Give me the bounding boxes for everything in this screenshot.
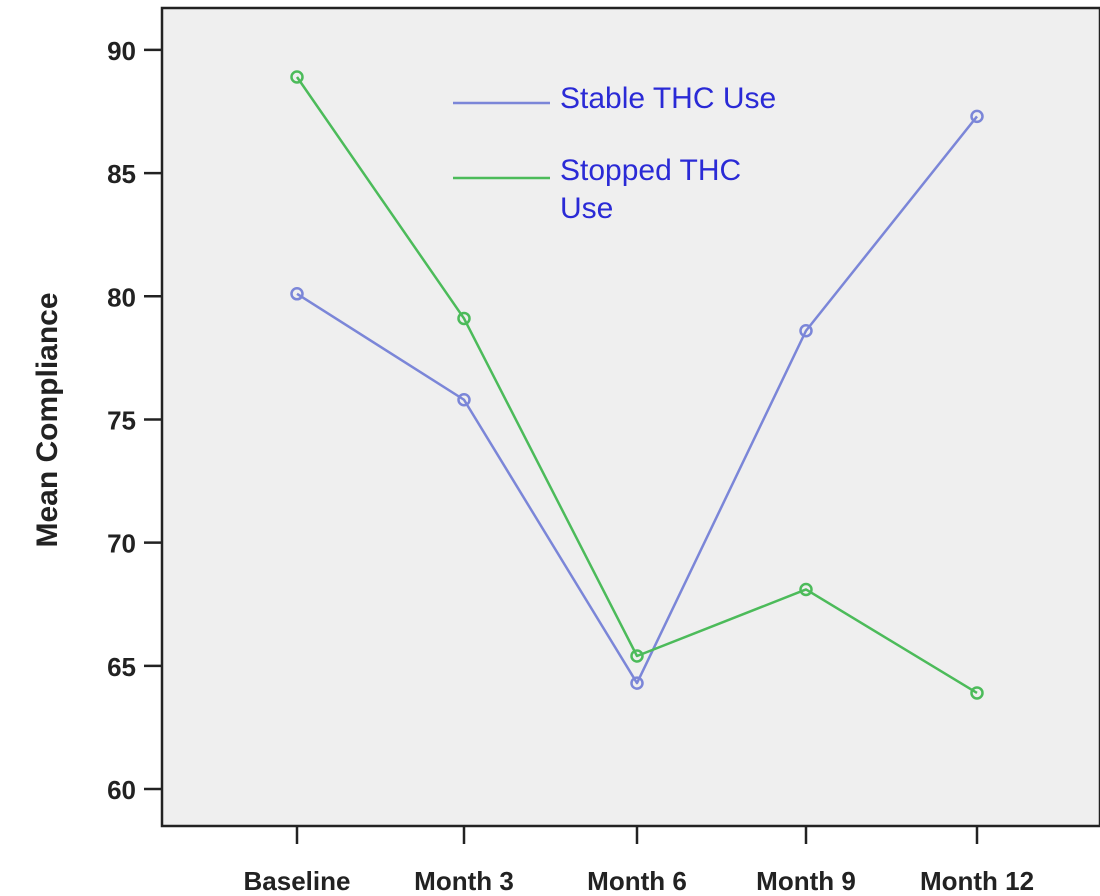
data-point	[457, 311, 471, 326]
x-tick-label: Month 9	[756, 866, 856, 896]
data-point	[290, 287, 304, 301]
x-tick-label: Month 3	[414, 866, 514, 896]
series-line	[296, 115, 978, 685]
y-tick-label: 75	[107, 405, 136, 435]
y-axis: 60 65 70 75 80 85 90	[107, 36, 162, 805]
data-point	[457, 393, 471, 407]
y-tick-label: 80	[107, 282, 136, 312]
legend-label: Stable THC Use	[560, 82, 776, 115]
y-tick-label: 90	[107, 36, 136, 66]
series-2	[290, 70, 984, 700]
y-axis-title: Mean Compliance	[31, 292, 64, 547]
x-tick-label: Baseline	[244, 866, 351, 896]
x-tick-label: Month 6	[587, 866, 687, 896]
y-tick-label: 60	[107, 775, 136, 805]
data-point	[290, 70, 304, 84]
data-point	[970, 686, 984, 700]
legend: Stable THC Use Stopped THC Use	[453, 82, 776, 225]
data-point	[970, 109, 984, 124]
x-axis: Baseline Month 3 Month 6 Month 9 Month 12	[244, 826, 1034, 896]
data-point	[630, 649, 644, 663]
plot-area	[160, 6, 1100, 828]
data-point	[630, 676, 644, 690]
legend-label: Stopped THC	[560, 154, 741, 187]
y-tick-label: 70	[107, 529, 136, 559]
data-point	[799, 582, 813, 597]
series-1	[290, 109, 984, 690]
legend-label: Use	[560, 192, 613, 225]
series-line	[295, 76, 978, 695]
y-tick-label: 85	[107, 159, 136, 189]
data-point	[799, 324, 813, 338]
x-tick-label: Month 12	[920, 866, 1034, 896]
series-layer	[290, 70, 984, 700]
y-tick-label: 65	[107, 652, 136, 682]
